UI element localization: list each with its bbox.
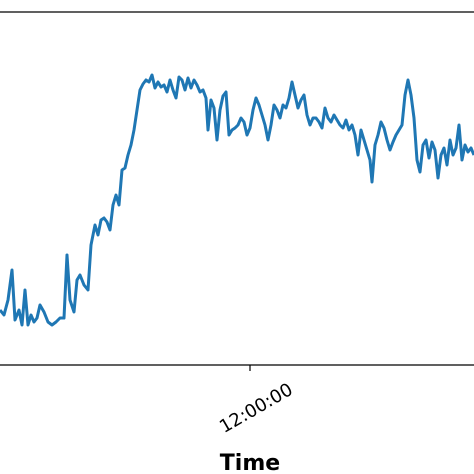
line-series — [0, 73, 474, 327]
x-tick-label: 12:00:00 — [216, 379, 297, 438]
x-axis-label: Time — [220, 451, 280, 474]
